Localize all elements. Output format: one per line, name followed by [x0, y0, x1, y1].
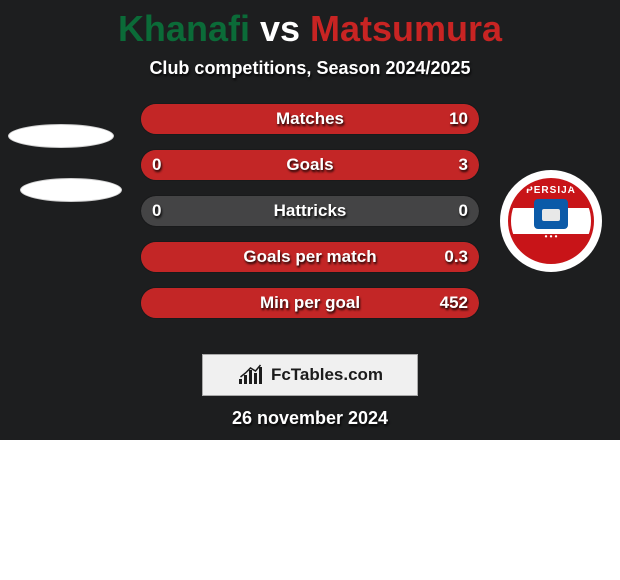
right-club-badge: PERSIJA • • • — [500, 170, 602, 272]
stat-row: Min per goal452 — [0, 287, 620, 319]
stat-label: Goals — [140, 149, 480, 181]
page-title: Khanafi vs Matsumura — [0, 0, 620, 50]
stat-label: Hattricks — [140, 195, 480, 227]
club-placeholder-ellipse — [8, 124, 114, 148]
badge-emblem — [534, 199, 568, 229]
vs-separator: vs — [260, 8, 310, 49]
stat-value-left: 0 — [152, 149, 161, 181]
player-right-name: Matsumura — [310, 8, 502, 49]
stat-value-right: 3 — [459, 149, 468, 181]
badge-top-text: PERSIJA — [526, 185, 576, 196]
stat-label: Goals per match — [140, 241, 480, 273]
stat-value-right: 0 — [459, 195, 468, 227]
badge-inner: PERSIJA • • • — [508, 178, 594, 264]
club-placeholder-ellipse — [20, 178, 122, 202]
badge-bottom-text: • • • — [545, 232, 558, 241]
logo-text: FcTables.com — [271, 365, 383, 385]
stat-value-right: 452 — [440, 287, 468, 319]
player-left-name: Khanafi — [118, 8, 250, 49]
snapshot-date: 26 november 2024 — [0, 408, 620, 429]
fctables-logo: FcTables.com — [202, 354, 418, 396]
stat-value-right: 10 — [449, 103, 468, 135]
comparison-card: Khanafi vs Matsumura Club competitions, … — [0, 0, 620, 440]
stat-label: Min per goal — [140, 287, 480, 319]
stat-value-right: 0.3 — [444, 241, 468, 273]
bar-chart-icon — [237, 364, 265, 386]
stat-label: Matches — [140, 103, 480, 135]
subtitle: Club competitions, Season 2024/2025 — [0, 58, 620, 79]
stat-value-left: 0 — [152, 195, 161, 227]
